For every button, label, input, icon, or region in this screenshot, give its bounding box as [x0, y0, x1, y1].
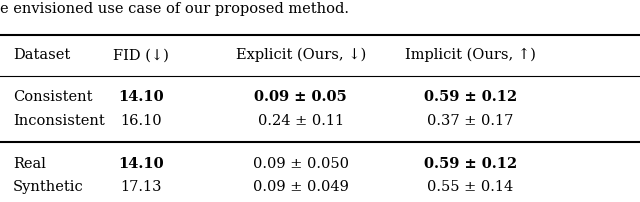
Text: Synthetic: Synthetic [13, 180, 84, 194]
Text: FID (↓): FID (↓) [113, 48, 169, 62]
Text: Explicit (Ours, ↓): Explicit (Ours, ↓) [236, 48, 366, 62]
Text: 0.59 ± 0.12: 0.59 ± 0.12 [424, 157, 517, 171]
Text: 17.13: 17.13 [120, 180, 161, 194]
Text: 0.09 ± 0.049: 0.09 ± 0.049 [253, 180, 349, 194]
Text: 16.10: 16.10 [120, 114, 162, 128]
Text: Implicit (Ours, ↑): Implicit (Ours, ↑) [405, 48, 536, 62]
Text: Dataset: Dataset [13, 48, 70, 62]
Text: 0.09 ± 0.050: 0.09 ± 0.050 [253, 157, 349, 171]
Text: 0.59 ± 0.12: 0.59 ± 0.12 [424, 90, 517, 104]
Text: 0.55 ± 0.14: 0.55 ± 0.14 [428, 180, 513, 194]
Text: 0.09 ± 0.05: 0.09 ± 0.05 [255, 90, 347, 104]
Text: Real: Real [13, 157, 45, 171]
Text: 0.24 ± 0.11: 0.24 ± 0.11 [258, 114, 344, 128]
Text: 14.10: 14.10 [118, 90, 164, 104]
Text: e envisioned use case of our proposed method.: e envisioned use case of our proposed me… [0, 2, 349, 16]
Text: 14.10: 14.10 [118, 157, 164, 171]
Text: 0.37 ± 0.17: 0.37 ± 0.17 [428, 114, 513, 128]
Text: Inconsistent: Inconsistent [13, 114, 104, 128]
Text: Consistent: Consistent [13, 90, 92, 104]
